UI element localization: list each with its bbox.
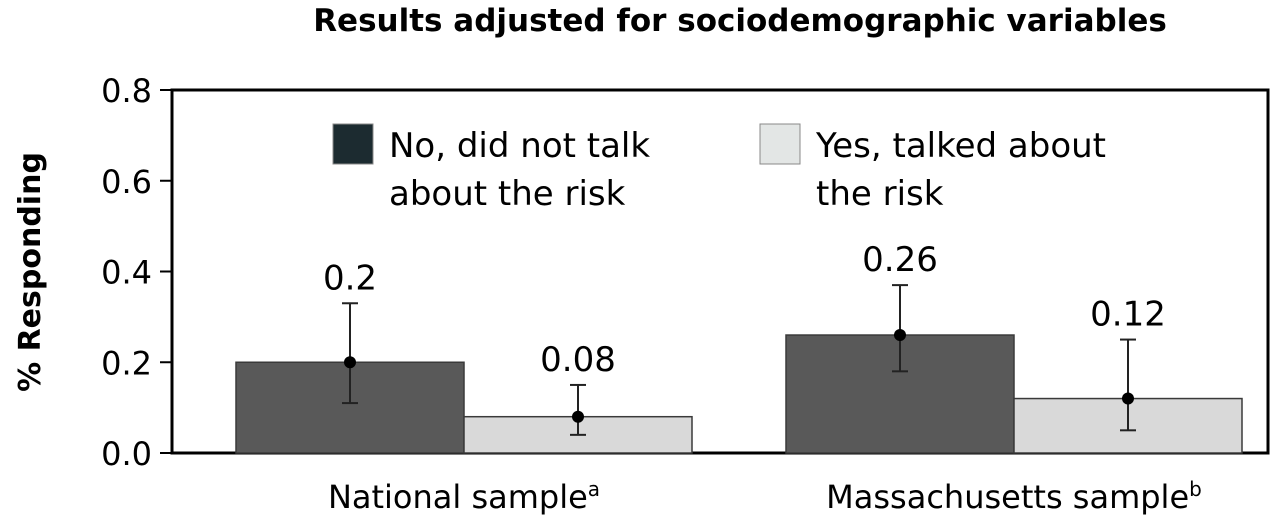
plot-area: 0.0 0.2 0.4 0.6 0.8 0.2 0.08 National samplea 0.… (101, 72, 1270, 516)
data-label: 0.26 (862, 240, 938, 280)
y-tick-label: 0.4 (101, 254, 152, 292)
category-label-text: Massachusetts sample (826, 478, 1189, 516)
y-tick-label: 0.8 (101, 72, 152, 110)
data-point (344, 356, 356, 369)
bar (785, 334, 1015, 454)
data-label: 0.2 (323, 258, 377, 298)
legend-swatch (332, 123, 374, 165)
legend-label: Yes, talked about (815, 126, 1106, 166)
category-label-text: National sample (328, 478, 588, 516)
category-superscript: a (588, 477, 600, 501)
legend-label: No, did not talk (389, 126, 650, 166)
y-axis-label: % Responding (13, 152, 48, 392)
data-label: 0.08 (540, 340, 616, 380)
category-label: Massachusetts sampleb (826, 477, 1202, 516)
data-point (1122, 392, 1134, 405)
y-tick-label: 0.2 (101, 344, 152, 382)
category-superscript: b (1189, 477, 1202, 501)
data-point (572, 410, 584, 423)
y-tick-label: 0.0 (101, 435, 152, 473)
y-tick-label: 0.6 (101, 163, 152, 201)
legend-label: the risk (816, 174, 944, 214)
chart-title: Results adjusted for sociodemographic va… (313, 3, 1167, 39)
category-label: National samplea (328, 477, 600, 516)
legend-label: about the risk (389, 174, 626, 214)
data-label: 0.12 (1090, 295, 1166, 335)
legend-swatch (759, 123, 801, 165)
data-point (894, 329, 906, 342)
